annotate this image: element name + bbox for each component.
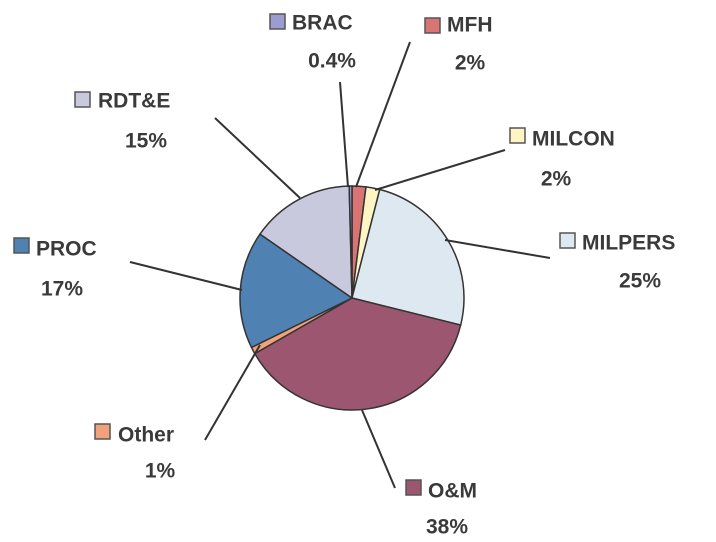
pie-slice bbox=[348, 185, 353, 299]
slice-value-label: 0.4% bbox=[308, 50, 356, 73]
legend-swatch bbox=[13, 237, 30, 254]
slice-value-label: 15% bbox=[125, 130, 167, 153]
legend-swatch bbox=[424, 17, 441, 34]
legend-swatch bbox=[559, 232, 576, 249]
slice-label: PROC bbox=[36, 238, 97, 261]
legend-swatch bbox=[509, 127, 526, 144]
slice-label: MILCON bbox=[532, 128, 615, 151]
slice-label: Other bbox=[118, 424, 174, 447]
leader-line bbox=[214, 117, 301, 199]
legend-swatch bbox=[74, 91, 91, 108]
slice-label: BRAC bbox=[292, 12, 353, 35]
leader-line bbox=[444, 239, 551, 259]
leader-line bbox=[355, 41, 411, 188]
pie-slice bbox=[253, 297, 462, 411]
legend-swatch bbox=[405, 479, 422, 496]
slice-value-label: 2% bbox=[541, 168, 572, 191]
slice-label: RDT&E bbox=[98, 90, 170, 113]
slice-value-label: 1% bbox=[145, 460, 176, 483]
leader-line bbox=[374, 149, 506, 191]
leader-line bbox=[339, 81, 349, 188]
leader-line bbox=[129, 261, 243, 291]
slice-label: MFH bbox=[447, 14, 493, 37]
slice-value-label: 17% bbox=[41, 278, 83, 301]
slice-label: MILPERS bbox=[582, 232, 675, 255]
leader-line bbox=[204, 344, 261, 441]
leader-line bbox=[361, 409, 396, 489]
legend-swatch bbox=[269, 13, 286, 30]
slice-value-label: 2% bbox=[455, 52, 486, 75]
pie-slice bbox=[258, 185, 353, 300]
legend-swatch bbox=[94, 423, 111, 440]
slice-value-label: 38% bbox=[426, 516, 468, 539]
slice-value-label: 25% bbox=[619, 270, 661, 293]
slice-label: O&M bbox=[428, 480, 477, 503]
